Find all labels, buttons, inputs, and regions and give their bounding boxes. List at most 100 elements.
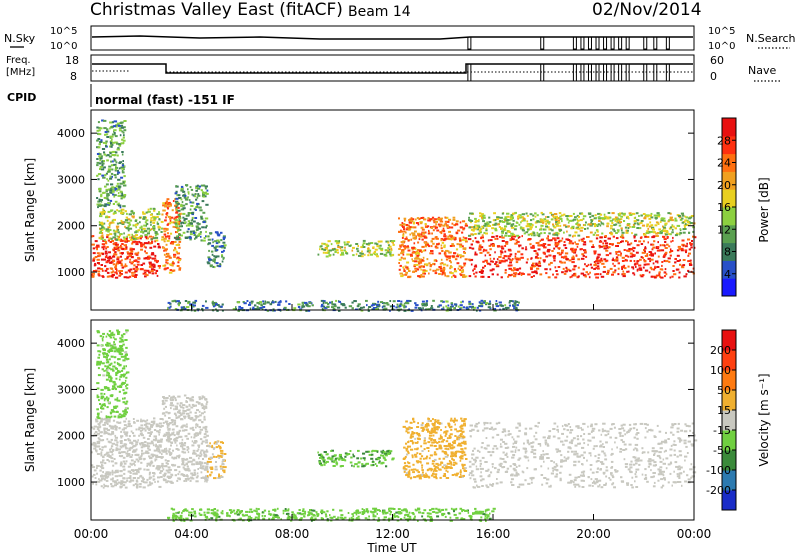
heatmap-cell-8: [535, 262, 538, 265]
heatmap-cell-7: [465, 275, 468, 278]
heatmap-cell-1: [152, 207, 156, 210]
heatmap-cell-8: [643, 260, 647, 263]
heatmap-cell-9: [483, 224, 487, 227]
heatmap-cell-8: [520, 253, 524, 256]
heatmap-cell-7: [456, 255, 459, 258]
heatmap-cell-7: [459, 221, 462, 224]
heatmap-cell-4: [195, 185, 199, 188]
heatmap-cell-9: [582, 224, 585, 226]
heatmap-cell-6: [355, 253, 358, 256]
heatmap-cell-8: [649, 260, 652, 263]
heatmap-cell-1: [169, 454, 172, 456]
heatmap-cell-10: [430, 305, 433, 307]
heatmap-cell-1: [178, 409, 181, 412]
heatmap-cell-0: [91, 451, 93, 454]
heatmap-cell-1: [168, 395, 171, 397]
heatmap-cell-2: [123, 175, 126, 178]
heatmap-cell-7: [463, 264, 466, 267]
heatmap-cell-8: [678, 276, 681, 279]
freq-dropout: [595, 64, 600, 82]
heatmap-cell-4: [319, 462, 322, 465]
heatmap-cell-9: [679, 232, 683, 235]
heatmap-cell-1: [114, 230, 118, 233]
heatmap-cell-9: [555, 223, 557, 225]
heatmap-cell-8: [658, 272, 661, 275]
heatmap-cell-9: [552, 216, 556, 219]
heatmap-cell-7: [397, 253, 401, 256]
heatmap-cell-0: [155, 437, 158, 440]
heatmap-cell-6: [373, 251, 377, 253]
heatmap-cell-1: [117, 231, 120, 234]
heatmap-cell-0: [96, 252, 100, 255]
heatmap-cell-9: [553, 226, 557, 229]
heatmap-cell-7: [457, 267, 460, 270]
heatmap-cell-8: [548, 263, 551, 266]
heatmap-cell-6: [379, 244, 382, 247]
heatmap-cell-8: [641, 274, 645, 277]
heatmap-cell-8: [488, 244, 491, 247]
heatmap-cell-10: [372, 307, 376, 310]
heatmap-cell-8: [492, 260, 494, 263]
heatmap-cell-8: [558, 253, 562, 256]
heatmap-cell-8: [633, 254, 636, 257]
heatmap-cell-0: [106, 454, 110, 457]
heatmap-cell-4: [352, 453, 354, 456]
heatmap-cell-0: [121, 243, 124, 245]
heatmap-cell-9: [481, 225, 484, 228]
heatmap-cell-0: [104, 476, 109, 479]
heatmap-cell-8: [682, 264, 686, 267]
heatmap-cell-1: [164, 399, 168, 402]
heatmap-cell-9: [555, 221, 559, 223]
heatmap-cell-1: [121, 208, 125, 211]
heatmap-cell-1: [102, 208, 104, 211]
heatmap-cell-0: [110, 438, 113, 441]
heatmap-cell-8: [604, 235, 607, 237]
heatmap-cell-2: [97, 396, 100, 398]
heatmap-cell-4: [195, 225, 199, 228]
heatmap-cell-8: [685, 251, 687, 254]
heatmap-cell-7: [416, 254, 420, 257]
heatmap-cell-2: [100, 410, 103, 413]
heatmap-cell-1: [146, 222, 148, 225]
heatmap-cell-3: [175, 215, 179, 218]
heatmap-cell-0: [94, 240, 98, 243]
heatmap-cell-8: [644, 247, 647, 250]
heatmap-cell-1: [142, 212, 146, 215]
heatmap-cell-9: [664, 223, 667, 226]
heatmap-cell-9: [541, 213, 545, 216]
heatmap-cell-0: [141, 454, 143, 457]
heatmap-cell-7: [418, 218, 421, 220]
heatmap-cell-1: [140, 230, 144, 233]
heatmap-cell-0: [160, 456, 164, 459]
heatmap-cell-7: [414, 251, 419, 254]
heatmap-cell-7: [417, 232, 421, 235]
heatmap-cell-9: [609, 227, 613, 230]
heatmap-cell-1: [179, 404, 182, 407]
heatmap-cell-6: [352, 254, 355, 257]
heatmap-cell-6: [324, 251, 328, 254]
heatmap-cell-1: [189, 417, 193, 420]
heatmap-cell-9: [627, 217, 630, 220]
heatmap-cell-1: [198, 446, 200, 448]
heatmap-cell-7: [410, 254, 413, 257]
heatmap-cell-4: [200, 189, 203, 192]
heatmap-cell-9: [674, 219, 678, 222]
heatmap-cell-9: [568, 219, 572, 222]
heatmap-cell-7: [428, 229, 430, 232]
heatmap-cell-7: [398, 248, 401, 250]
heatmap-cell-9: [618, 221, 622, 224]
heatmap-cell-3: [214, 465, 218, 468]
heatmap-cell-10: [371, 303, 375, 306]
heatmap-cell-0: [135, 448, 138, 451]
heatmap-cell-9: [623, 214, 626, 217]
heatmap-cell-7: [443, 246, 446, 249]
heatmap-cell-1: [130, 210, 134, 213]
heatmap-cell-2: [109, 175, 112, 178]
heatmap-cell-9: [475, 227, 478, 230]
heatmap-cell-4: [180, 208, 185, 211]
heatmap-cell-5: [207, 256, 211, 259]
heatmap-cell-0: [153, 245, 157, 248]
noise-dropout: [540, 37, 545, 50]
heatmap-cell-7: [430, 240, 433, 243]
heatmap-cell-2: [119, 345, 123, 347]
